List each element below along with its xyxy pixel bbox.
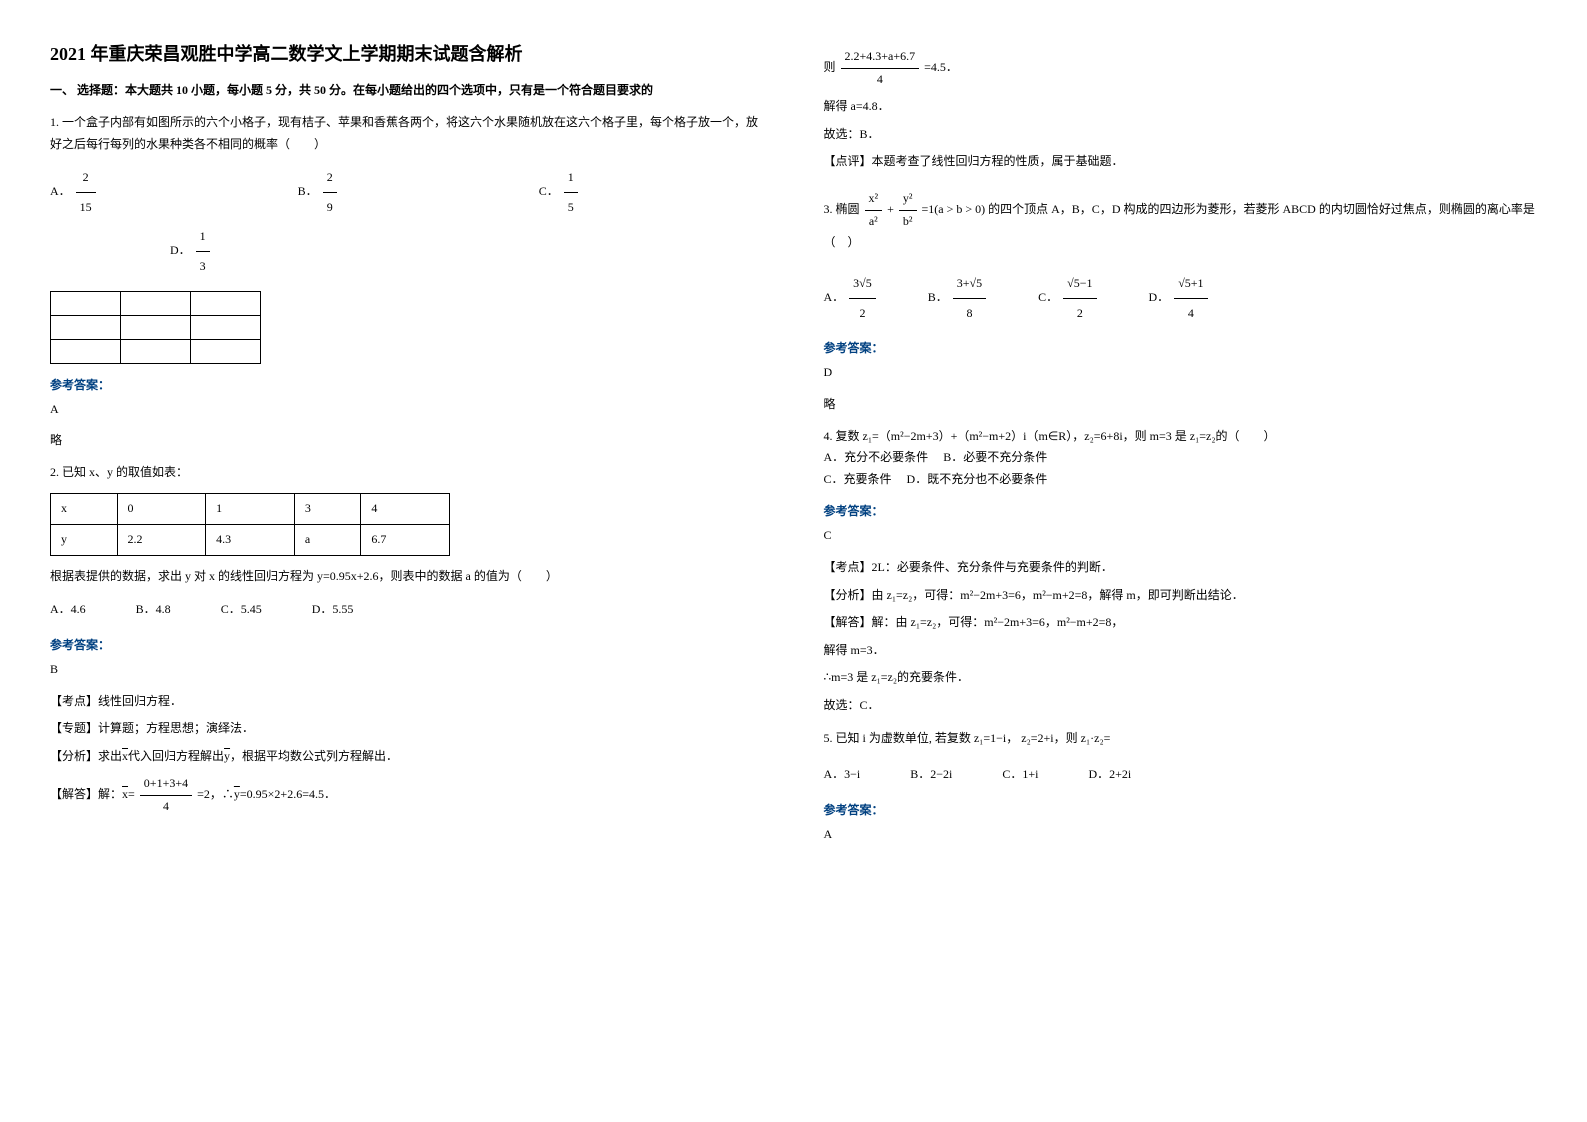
q2-tag2: 【专题】计算题；方程思想；演绎法．: [50, 718, 764, 740]
table-row: y 2.2 4.3 a 6.7: [51, 524, 450, 555]
q2-table: x 0 1 3 4 y 2.2 4.3 a 6.7: [50, 493, 450, 555]
q1-answer-label: 参考答案：: [50, 376, 764, 393]
q2-solution-line1: 【解答】解：x= 0+1+3+44 =2，∴y=0.95×2+2.6=4.5．: [50, 773, 764, 817]
question-1: 1. 一个盒子内部有如图所示的六个小格子，现有桔子、苹果和香蕉各两个，将这六个水…: [50, 112, 764, 363]
question-4: 4. 复数 z₁=（m²−2m+3）+（m²−m+2）i（m∈R），z₂=6+8…: [824, 426, 1538, 491]
q3-answer-label: 参考答案：: [824, 339, 1538, 356]
q2-follow: 根据表提供的数据，求出 y 对 x 的线性回归方程为 y=0.95x+2.6，则…: [50, 566, 764, 588]
q3-note: 略: [824, 394, 1538, 416]
table-row: x 0 1 3 4: [51, 494, 450, 525]
q2-tag1: 【考点】线性回归方程．: [50, 691, 764, 713]
q3-opt-a: A． 3√52: [824, 269, 878, 328]
q4-opt-c: C．充要条件: [824, 472, 892, 486]
q4-text: 4. 复数 z₁=（m²−2m+3）+（m²−m+2）i（m∈R），z₂=6+8…: [824, 426, 1538, 448]
section-header: 一、 选择题：本大题共 10 小题，每小题 5 分，共 50 分。在每小题给出的…: [50, 81, 764, 100]
q4-opt-b: B．必要不充分条件: [943, 450, 1047, 464]
q4-tag2: 【分析】由 z₁=z₂，可得：m²−2m+3=6，m²−m+2=8，解得 m，即…: [824, 585, 1538, 607]
q1-grid: [50, 291, 261, 364]
q2-answer-label: 参考答案：: [50, 636, 764, 653]
q1-opt-c: C． 15: [539, 163, 580, 222]
q4-sol1: 【解答】解：由 z₁=z₂，可得：m²−2m+3=6，m²−m+2=8，: [824, 612, 1538, 634]
q5-answer-label: 参考答案：: [824, 801, 1538, 818]
q2-comment: 【点评】本题考查了线性回归方程的性质，属于基础题．: [824, 151, 1538, 173]
q4-tag1: 【考点】2L：必要条件、充分条件与充要条件的判断．: [824, 557, 1538, 579]
q1-text: 1. 一个盒子内部有如图所示的六个小格子，现有桔子、苹果和香蕉各两个，将这六个水…: [50, 112, 764, 155]
q5-opt-d: D．2+2i: [1089, 760, 1132, 789]
q2-answer: B: [50, 659, 764, 681]
q4-answer-label: 参考答案：: [824, 502, 1538, 519]
q1-answer: A: [50, 399, 764, 421]
question-3: 3. 椭圆 x²a² + y²b² =1(a > b > 0) 的四个顶点 A，…: [824, 188, 1538, 327]
q5-opt-a: A．3−i: [824, 760, 861, 789]
q3-opt-d: D． √5+14: [1149, 269, 1210, 328]
q2-opt-c: C．5.45: [221, 595, 262, 624]
q2-tag3: 【分析】求出x代入回归方程解出y，根据平均数公式列方程解出．: [50, 746, 764, 768]
question-5: 5. 已知 i 为虚数单位, 若复数 z₁=1−i， z₂=2+i，则 z₁·z…: [824, 728, 1538, 788]
q5-text: 5. 已知 i 为虚数单位, 若复数 z₁=1−i， z₂=2+i，则 z₁·z…: [824, 728, 1538, 750]
q1-opt-b: B． 29: [298, 163, 339, 222]
q4-opt-d: D．既不充分也不必要条件: [907, 472, 1048, 486]
q2-solution-line4: 故选：B．: [824, 124, 1538, 146]
q3-opt-c: C． √5−12: [1038, 269, 1098, 328]
q3-text: 3. 椭圆 x²a² + y²b² =1(a > b > 0) 的四个顶点 A，…: [824, 188, 1538, 254]
page-title: 2021 年重庆荣昌观胜中学高二数学文上学期期末试题含解析: [50, 40, 764, 66]
q4-sol3: ∴m=3 是 z₁=z₂的充要条件．: [824, 667, 1538, 689]
q2-opt-a: A．4.6: [50, 595, 86, 624]
q3-answer: D: [824, 362, 1538, 384]
q5-opt-b: B．2−2i: [910, 760, 952, 789]
q2-solution-line3: 解得 a=4.8．: [824, 96, 1538, 118]
q2-opt-d: D．5.55: [312, 595, 354, 624]
q2-opt-b: B．4.8: [136, 595, 171, 624]
q4-answer: C: [824, 525, 1538, 547]
q3-opt-b: B． 3+√58: [928, 269, 988, 328]
q4-opt-a: A．充分不必要条件: [824, 450, 929, 464]
q4-sol4: 故选：C．: [824, 695, 1538, 717]
question-2: 2. 已知 x、y 的取值如表： x 0 1 3 4 y 2.2 4.3 a 6…: [50, 462, 764, 624]
q1-opt-a: A． 215: [50, 163, 98, 222]
q5-answer: A: [824, 824, 1538, 846]
q4-sol2: 解得 m=3．: [824, 640, 1538, 662]
q1-note: 略: [50, 430, 764, 452]
q5-opt-c: C．1+i: [1002, 760, 1038, 789]
q2-solution-line2: 则 2.2+4.3+a+6.74 =4.5．: [824, 46, 1538, 90]
q2-text: 2. 已知 x、y 的取值如表：: [50, 462, 764, 484]
q1-opt-d: D． 13: [170, 222, 212, 281]
